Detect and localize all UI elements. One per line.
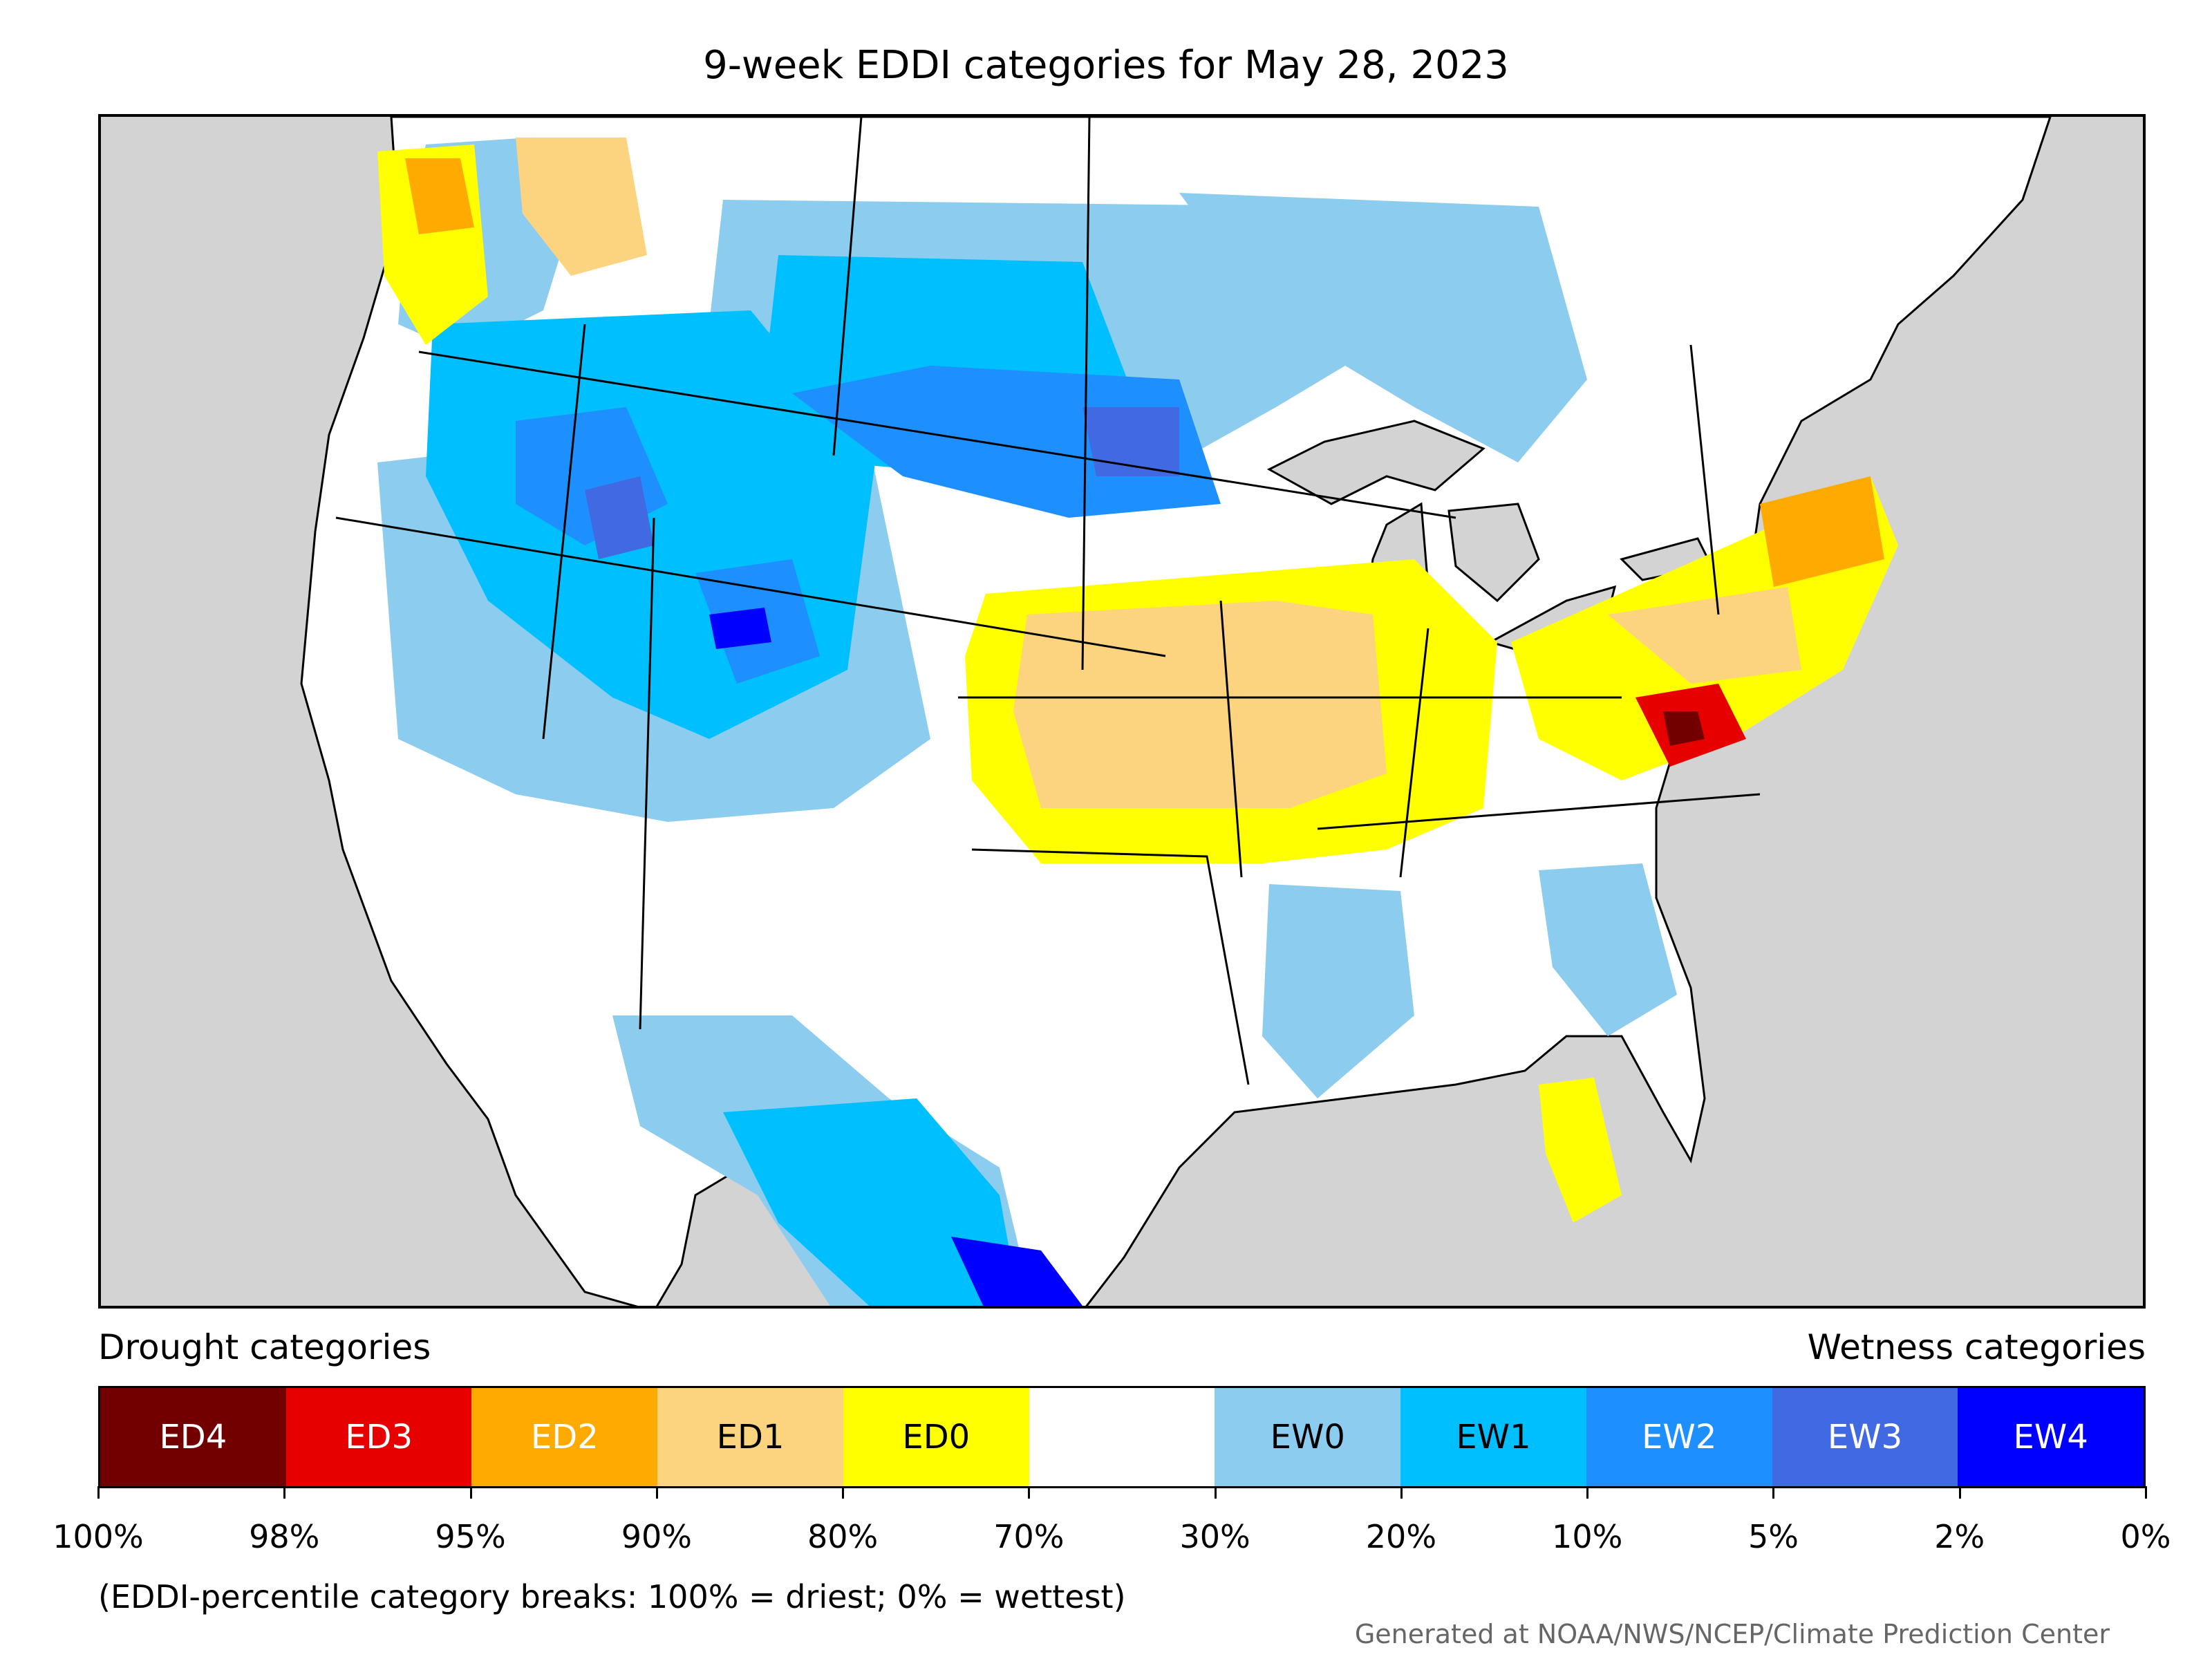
category-ew4: EW4: [1958, 1388, 2144, 1486]
tick-mark: [1772, 1486, 1775, 1499]
tick-label: 90%: [621, 1518, 692, 1555]
tick-mark: [1400, 1486, 1403, 1499]
category-ew1: EW1: [1400, 1388, 1586, 1486]
category-label: EW2: [1642, 1418, 1717, 1456]
category-normal: [1029, 1388, 1215, 1486]
tick-mark: [842, 1486, 845, 1499]
wet-area-ew0: [1539, 863, 1677, 1036]
state-boundaries: [335, 117, 1761, 1085]
category-breaks-note: (EDDI-percentile category breaks: 100% =…: [98, 1578, 1126, 1615]
category-ew2: EW2: [1586, 1388, 1772, 1486]
wet-area-ew4: [951, 1237, 1082, 1306]
wet-area-ew0: [1262, 884, 1414, 1098]
tick-label: 95%: [435, 1518, 506, 1555]
tick-mark: [283, 1486, 286, 1499]
tick-mark: [1028, 1486, 1031, 1499]
wetness-categories-heading: Wetness categories: [1807, 1327, 2146, 1367]
tick-label: 5%: [1747, 1518, 1799, 1555]
category-label: ED4: [159, 1418, 227, 1456]
drought-area-ed1: [516, 138, 647, 276]
tick-label: 20%: [1365, 1518, 1437, 1555]
tick-mark: [1586, 1486, 1589, 1499]
category-label: EW1: [1456, 1418, 1531, 1456]
category-ew0: EW0: [1215, 1388, 1401, 1486]
map-title: 9-week EDDI categories for May 28, 2023: [703, 43, 1509, 88]
tick-mark: [469, 1486, 472, 1499]
category-label: EW4: [2013, 1418, 2088, 1456]
drought-area-ed2: [405, 158, 474, 234]
wet-area-ew0: [1179, 193, 1587, 462]
drought-area-ed1: [1013, 601, 1387, 808]
tick-label: 0%: [2120, 1518, 2171, 1555]
map-canvas: [300, 117, 2052, 1306]
category-ed4: ED4: [100, 1388, 286, 1486]
category-label: EW0: [1270, 1418, 1345, 1456]
drought-area-ed1: [1608, 587, 1801, 684]
wet-area-ew3: [585, 476, 654, 559]
tick-label: 80%: [807, 1518, 879, 1555]
category-ed0: ED0: [843, 1388, 1029, 1486]
category-ed2: ED2: [471, 1388, 658, 1486]
wet-area-ew4: [709, 608, 771, 649]
wet-area-ew3: [1082, 407, 1179, 476]
tick-mark: [1214, 1486, 1217, 1499]
category-ed1: ED1: [657, 1388, 843, 1486]
category-label: EW3: [1827, 1418, 1903, 1456]
drought-area-ed2: [1760, 476, 1884, 587]
credit-line: Generated at NOAA/NWS/NCEP/Climate Predi…: [1354, 1619, 2110, 1649]
drought-categories-heading: Drought categories: [98, 1327, 431, 1367]
category-ew3: EW3: [1772, 1388, 1958, 1486]
category-label: ED0: [902, 1418, 971, 1456]
category-label: ED1: [716, 1418, 785, 1456]
wet-area-ew2: [792, 366, 1221, 518]
tick-mark: [655, 1486, 658, 1499]
tick-mark: [97, 1486, 100, 1499]
tick-label: 100%: [53, 1518, 144, 1555]
category-label: ED3: [345, 1418, 413, 1456]
tick-label: 10%: [1552, 1518, 1623, 1555]
category-ed3: ED3: [285, 1388, 472, 1486]
drought-area-ed0: [1539, 1078, 1622, 1223]
category-colorbar: ED4 ED3 ED2 ED1 ED0 EW0 EW1 EW2 EW3 EW4: [98, 1386, 2146, 1488]
tick-label: 2%: [1934, 1518, 1985, 1555]
drought-area-ed4: [1663, 711, 1705, 746]
tick-label: 98%: [249, 1518, 320, 1555]
tick-mark: [2145, 1486, 2147, 1499]
tick-label: 70%: [993, 1518, 1065, 1555]
tick-label: 30%: [1179, 1518, 1250, 1555]
eddi-map: [98, 114, 2146, 1309]
wet-area-ew1: [723, 1098, 1020, 1306]
tick-mark: [1958, 1486, 1961, 1499]
category-label: ED2: [530, 1418, 599, 1456]
